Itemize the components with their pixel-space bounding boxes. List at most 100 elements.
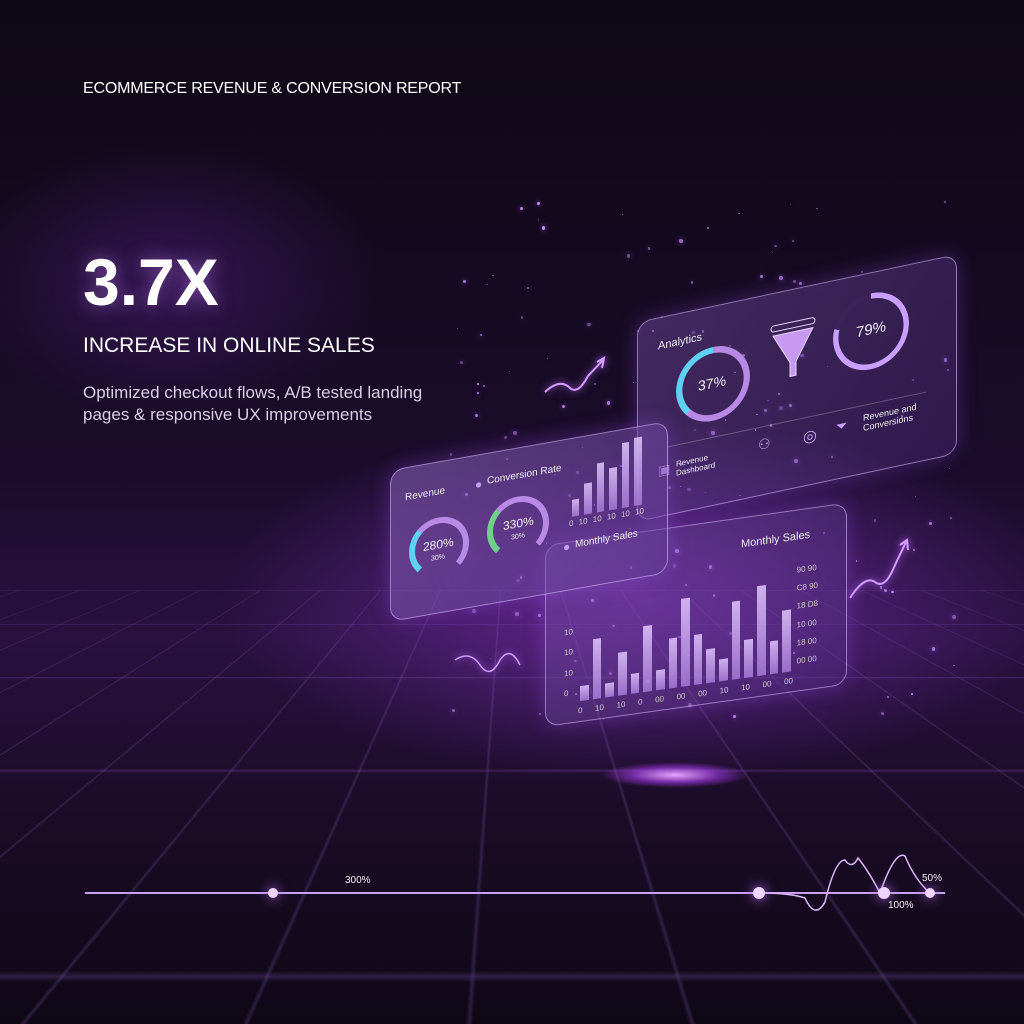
particle: [799, 282, 803, 285]
particle: [492, 274, 494, 277]
funnel-icon: [770, 317, 816, 378]
particle: [668, 486, 671, 490]
timeline-wave: [759, 854, 931, 911]
particle: [674, 548, 679, 553]
particle: [672, 564, 677, 568]
left-tick-label: 10: [564, 647, 573, 658]
particle: [729, 631, 733, 636]
bar: [592, 638, 602, 700]
x-tick-label: 00: [655, 694, 664, 705]
particle: [476, 382, 479, 385]
particle: [680, 463, 682, 465]
x-tick-label: 10: [719, 685, 729, 696]
particle: [880, 711, 885, 716]
particle: [738, 212, 741, 215]
particle: [886, 696, 890, 699]
bar: [744, 638, 754, 678]
mini-tick-label: 10: [635, 506, 644, 517]
particle: [660, 316, 663, 319]
timeline-node: [268, 888, 278, 898]
monthly-sales-legend: Monthly Sales: [575, 528, 638, 551]
timeline-right-label: 50%: [922, 873, 943, 884]
analytics-footer-left: Revenue Dashboard: [676, 452, 716, 478]
particle: [763, 408, 767, 413]
particle: [474, 414, 478, 418]
particle: [769, 424, 773, 427]
particle: [953, 664, 956, 667]
particle: [508, 370, 510, 372]
particle: [816, 207, 818, 209]
particle: [603, 719, 605, 721]
particle: [632, 382, 635, 384]
particle: [626, 254, 630, 258]
x-tick-label: 0: [578, 705, 583, 716]
y-tick-label: C8 90: [796, 580, 818, 593]
bar: [609, 466, 617, 511]
particle: [884, 588, 888, 592]
particle: [790, 204, 792, 206]
particle: [867, 414, 869, 416]
bar: [655, 669, 665, 691]
particle: [901, 415, 904, 418]
trend-arrow-icon: [544, 359, 604, 393]
bar: [757, 584, 766, 677]
particle: [451, 708, 455, 712]
bar: [668, 637, 678, 689]
particle: [515, 612, 519, 617]
x-tick-label: 00: [676, 691, 686, 702]
particle: [891, 590, 894, 594]
bar: [634, 436, 642, 506]
hero-metric: 3.7X: [83, 245, 219, 319]
particle: [538, 712, 541, 715]
particle: [479, 333, 482, 336]
particle: [913, 549, 916, 552]
particle: [588, 697, 590, 699]
x-tick-label: 00: [698, 688, 707, 699]
particle: [590, 598, 595, 603]
particle: [503, 435, 507, 440]
timeline-left-label: 300%: [345, 875, 371, 886]
mini-tick-label: 0: [569, 518, 574, 529]
particle: [608, 671, 612, 675]
particle: [519, 206, 523, 210]
particle: [656, 347, 658, 349]
conversion-legend: Conversion Rate: [487, 462, 562, 487]
bar: [731, 600, 741, 680]
bar: [769, 640, 779, 675]
particle: [462, 280, 466, 284]
particle: [928, 522, 932, 526]
bar: [782, 609, 791, 673]
particle: [483, 384, 486, 387]
particle: [575, 693, 577, 696]
particle: [538, 613, 542, 617]
mini-bar-chart: [569, 436, 644, 517]
particle: [948, 467, 951, 469]
particle: [772, 251, 774, 253]
particle: [621, 214, 624, 216]
revenue-title: Revenue: [405, 485, 446, 504]
particle: [873, 519, 877, 523]
trend-arrow-icon: [596, 356, 606, 369]
particle: [460, 361, 463, 364]
particle: [774, 244, 777, 248]
particle: [794, 459, 798, 464]
particle: [822, 532, 825, 535]
bar: [617, 651, 627, 696]
particle: [561, 404, 565, 408]
y-tick-label: 10 00: [796, 617, 817, 630]
particle: [733, 714, 737, 718]
particle: [946, 368, 949, 372]
particle: [450, 453, 453, 456]
particle: [546, 358, 548, 360]
analytics-panel: Analytics 37% 79% Revenue Dashboard ▣ ⚇ …: [637, 253, 957, 522]
particle: [793, 652, 796, 654]
y-tick-label: 00 00: [796, 653, 817, 666]
y-axis-labels: 90 90 C8 90 18 D8 10 00 18 00 00 00: [797, 563, 818, 666]
bar: [596, 462, 604, 513]
bar: [719, 658, 728, 682]
particle: [754, 429, 756, 431]
particle: [490, 658, 492, 660]
particle: [911, 692, 914, 696]
particle: [520, 316, 524, 319]
particle: [486, 283, 488, 286]
